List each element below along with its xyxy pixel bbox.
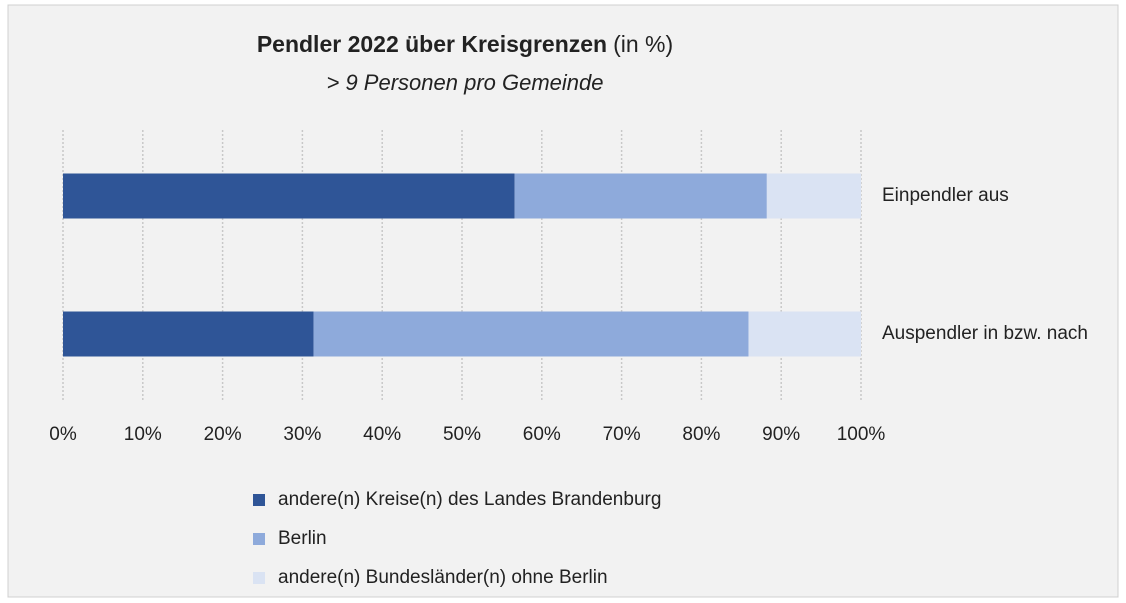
chart-title-note: (in %) [613, 31, 673, 57]
x-tick-label: 100% [837, 424, 886, 445]
legend-swatch [253, 533, 265, 545]
x-tick-label: 20% [204, 424, 242, 445]
bar-segment [313, 311, 749, 357]
bar-segment [63, 173, 515, 219]
x-tick-label: 70% [603, 424, 641, 445]
legend-label: andere(n) Bundesländer(n) ohne Berlin [278, 567, 608, 588]
category-label: Auspendler in bzw. nach [882, 323, 1088, 344]
x-tick-label: 50% [443, 424, 481, 445]
chart-title: Pendler 2022 über Kreisgrenzen [257, 31, 607, 57]
x-tick-label: 40% [363, 424, 401, 445]
legend-swatch [253, 494, 265, 506]
chart-title-line: Pendler 2022 über Kreisgrenzen (in %) [257, 31, 673, 57]
legend-label: Berlin [278, 528, 327, 549]
legend-swatch [253, 572, 265, 584]
chart-background [7, 4, 1119, 598]
chart-subtitle: > 9 Personen pro Gemeinde [326, 70, 603, 95]
x-tick-label: 80% [682, 424, 720, 445]
bar-segment [766, 173, 861, 219]
x-tick-label: 30% [283, 424, 321, 445]
x-tick-label: 60% [523, 424, 561, 445]
x-tick-label: 10% [124, 424, 162, 445]
bar-segment [63, 311, 314, 357]
bar-segment [748, 311, 861, 357]
category-label: Einpendler aus [882, 185, 1009, 206]
x-tick-label: 0% [49, 424, 77, 445]
x-tick-label: 90% [762, 424, 800, 445]
bar-segment [514, 173, 767, 219]
legend-label: andere(n) Kreise(n) des Landes Brandenbu… [278, 489, 661, 510]
